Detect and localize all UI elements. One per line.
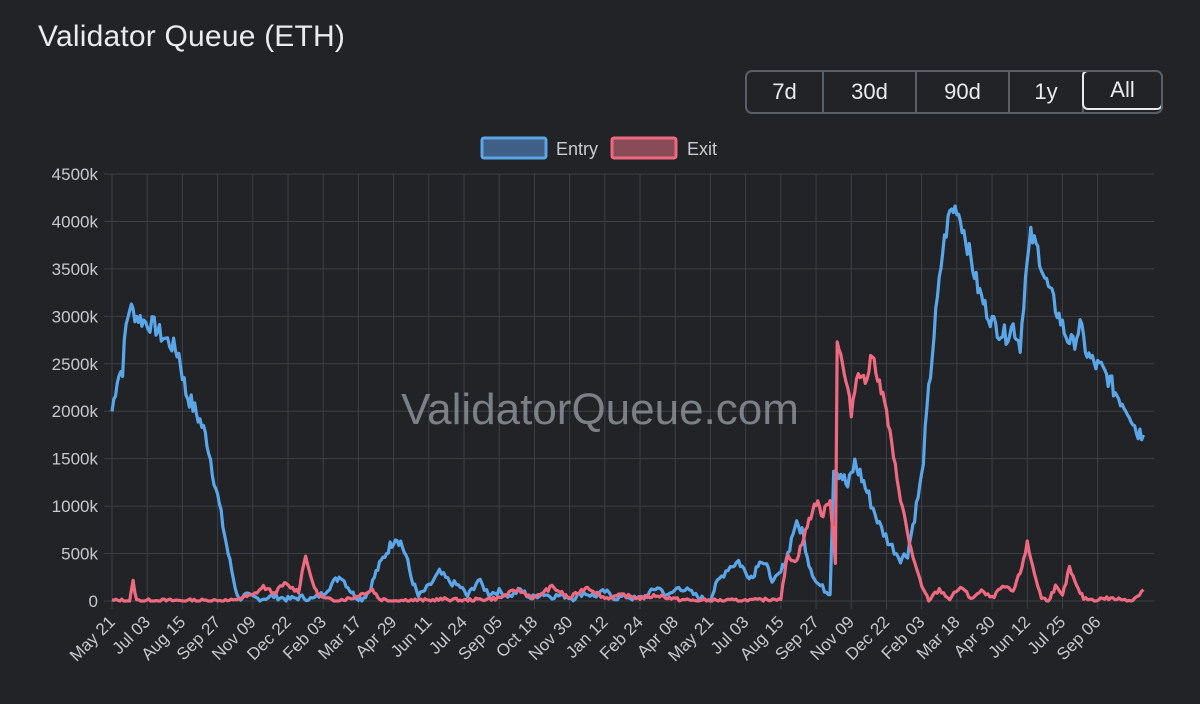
legend-swatch-entry[interactable] (480, 136, 548, 160)
y-tick-label: 0 (89, 592, 98, 611)
y-tick-label: 1000k (52, 497, 99, 516)
y-tick-label: 1500k (52, 450, 99, 469)
exit-line[interactable] (111, 340, 1145, 603)
legend: Entry Exit (480, 136, 717, 160)
range-button-30d[interactable]: 30d (824, 72, 917, 112)
y-tick-label: 2000k (52, 402, 99, 421)
range-button-all[interactable]: All (1082, 72, 1161, 110)
watermark: ValidatorQueue.com (401, 385, 799, 434)
y-tick-label: 4500k (52, 165, 99, 184)
y-axis: 0 500k 1000k 1500k 2000k 2500k 3000k 3500k 4000k… (52, 165, 99, 611)
y-tick-label: 2500k (52, 355, 99, 374)
time-range-selector: 7d 30d 90d 1y All (745, 70, 1163, 114)
grid-layer (104, 173, 1154, 609)
legend-swatch-exit[interactable] (610, 136, 678, 160)
y-tick-label: 500k (61, 545, 98, 564)
range-button-90d[interactable]: 90d (917, 72, 1010, 112)
page-title: Validator Queue (ETH) (38, 20, 346, 53)
legend-label-exit: Exit (687, 139, 717, 159)
range-button-7d[interactable]: 7d (747, 72, 824, 112)
legend-label-entry: Entry (556, 139, 598, 159)
x-tick-label: May 21 (66, 612, 119, 665)
y-tick-label: 4000k (52, 212, 99, 231)
series-layer (110, 204, 1145, 603)
y-tick-label: 3500k (52, 260, 99, 279)
y-tick-label: 3000k (52, 307, 99, 326)
